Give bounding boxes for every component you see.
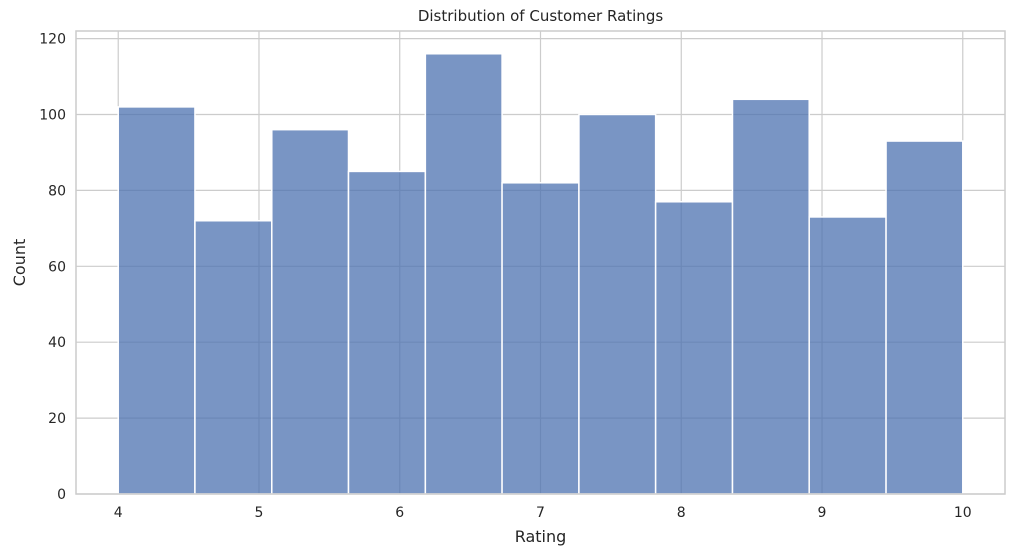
y-tick-label: 40 <box>48 335 66 351</box>
y-tick-label: 20 <box>48 411 66 427</box>
x-tick-labels: 4 5 6 7 8 9 10 <box>114 505 972 521</box>
histogram-bar <box>885 140 964 495</box>
histogram-bar <box>654 201 734 495</box>
histogram-bar <box>731 98 810 495</box>
y-tick-label: 60 <box>48 259 66 275</box>
histogram-bar <box>501 182 580 495</box>
x-tick-label: 5 <box>255 505 264 521</box>
x-tick-label: 10 <box>954 505 972 521</box>
histogram-bar <box>117 106 196 495</box>
x-tick-label: 9 <box>818 505 827 521</box>
y-tick-label: 120 <box>39 32 66 48</box>
y-axis-label: Count <box>10 239 29 287</box>
x-tick-label: 4 <box>114 505 123 521</box>
x-tick-label: 8 <box>677 505 686 521</box>
y-tick-label: 80 <box>48 183 66 199</box>
chart-title: Distribution of Customer Ratings <box>418 7 663 25</box>
y-tick-label: 100 <box>39 107 66 123</box>
x-axis-label: Rating <box>515 527 567 546</box>
x-tick-label: 6 <box>395 505 404 521</box>
x-tick-label: 7 <box>536 505 545 521</box>
histogram-bars <box>117 53 964 495</box>
axes-frame <box>75 30 1006 495</box>
y-tick-labels: 0 20 40 60 80 100 120 <box>39 32 66 503</box>
histogram-bar <box>347 170 427 495</box>
histogram-bar <box>424 53 503 495</box>
histogram-bar <box>808 216 887 495</box>
histogram-bar <box>194 220 273 495</box>
histogram-bar <box>271 128 350 495</box>
histogram-bar <box>578 113 657 495</box>
y-tick-label: 0 <box>57 487 66 503</box>
